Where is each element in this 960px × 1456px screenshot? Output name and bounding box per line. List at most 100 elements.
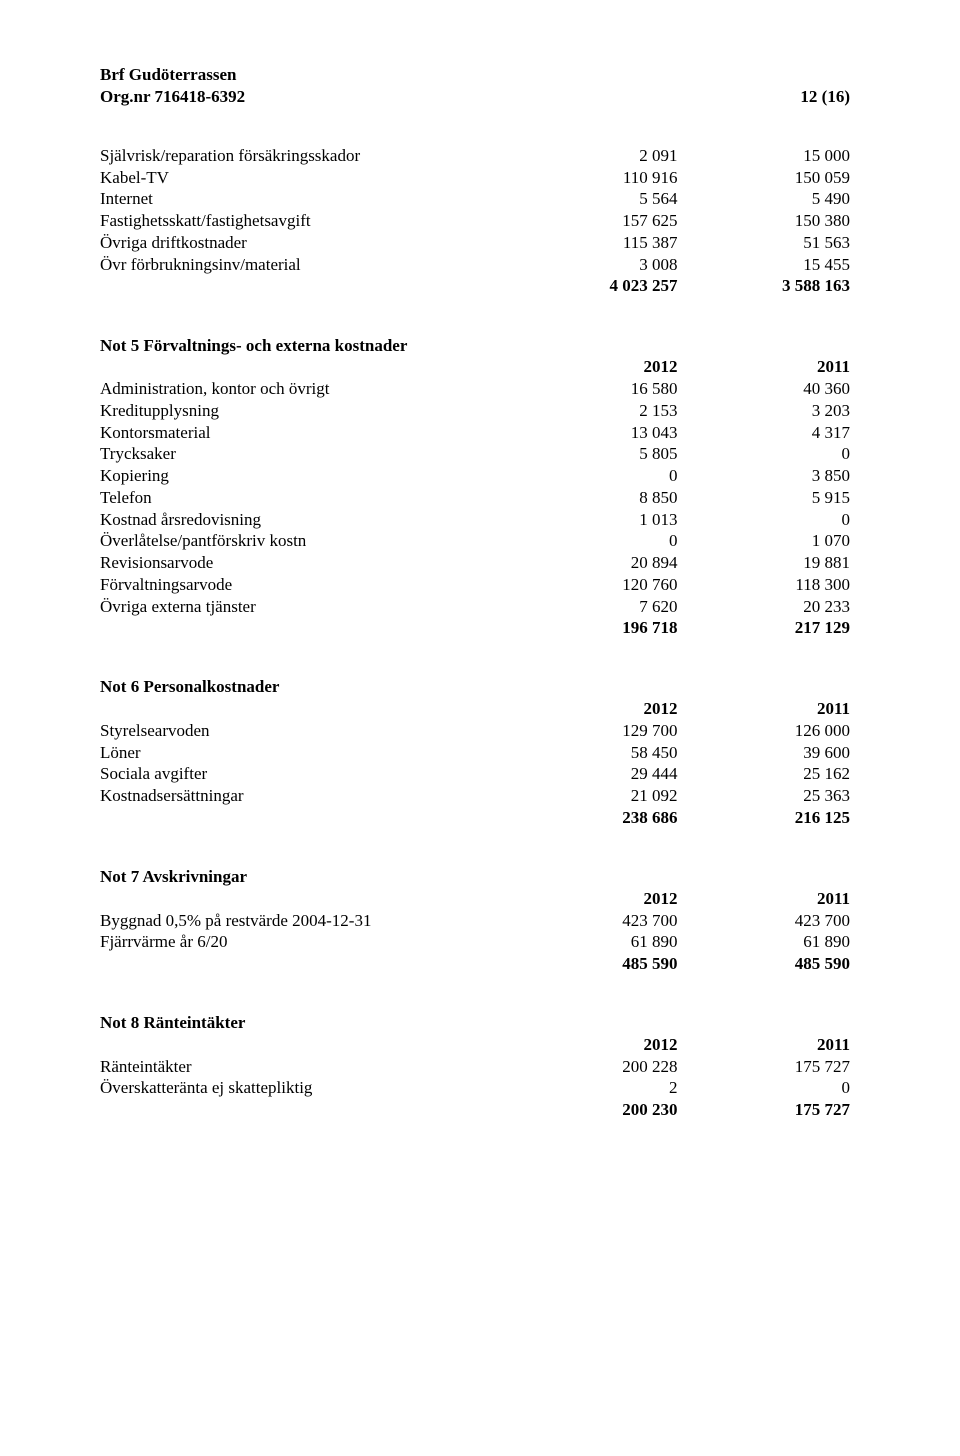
row-value-2: 15 000	[678, 145, 851, 167]
row-value-2: 15 455	[678, 254, 851, 276]
table-row: Övr förbrukningsinv/material3 00815 455	[100, 254, 850, 276]
row-label: Byggnad 0,5% på restvärde 2004-12-31	[100, 910, 513, 932]
row-value-1: 3 008	[513, 254, 678, 276]
row-value-1: 8 850	[513, 487, 678, 509]
row-label: Telefon	[100, 487, 513, 509]
row-label: Sociala avgifter	[100, 763, 513, 785]
row-value-1: 61 890	[513, 931, 678, 953]
table-row: Kopiering03 850	[100, 465, 850, 487]
row-value-1: 485 590	[513, 953, 678, 975]
row-value-1: 200 230	[513, 1099, 678, 1121]
not8-section: Not 8 Ränteintäkter 20122011Ränteintäkte…	[100, 1012, 850, 1121]
row-value-1: 5 805	[513, 443, 678, 465]
row-value-2: 1 070	[678, 530, 851, 552]
row-label: Internet	[100, 188, 513, 210]
row-value-2: 3 588 163	[678, 275, 851, 297]
row-value-2: 0	[678, 443, 851, 465]
table-row: Telefon8 8505 915	[100, 487, 850, 509]
year-1: 2012	[513, 698, 678, 720]
table-row: Internet5 5645 490	[100, 188, 850, 210]
not7-title: Not 7 Avskrivningar	[100, 866, 850, 888]
row-value-2: 423 700	[678, 910, 851, 932]
row-label	[100, 953, 513, 975]
table-row: Överskatteränta ej skattepliktig20	[100, 1077, 850, 1099]
table-row: Övriga driftkostnader115 38751 563	[100, 232, 850, 254]
not5-title: Not 5 Förvaltnings- och externa kostnade…	[100, 335, 850, 357]
row-value-2: 25 162	[678, 763, 851, 785]
row-value-1: 1 013	[513, 509, 678, 531]
row-value-1: 129 700	[513, 720, 678, 742]
row-value-1: 238 686	[513, 807, 678, 829]
table-row: Ränteintäkter200 228175 727	[100, 1056, 850, 1078]
row-label: Revisionsarvode	[100, 552, 513, 574]
row-value-2: 0	[678, 1077, 851, 1099]
not6-section: Not 6 Personalkostnader 20122011Styrelse…	[100, 676, 850, 828]
row-label: Kontorsmaterial	[100, 422, 513, 444]
year-2: 2011	[678, 356, 851, 378]
year-header-row: 20122011	[100, 698, 850, 720]
row-value-2: 3 203	[678, 400, 851, 422]
page-number: 12 (16)	[800, 86, 850, 108]
row-label: Överlåtelse/pantförskriv kostn	[100, 530, 513, 552]
table-row: Byggnad 0,5% på restvärde 2004-12-31423 …	[100, 910, 850, 932]
table-row: 485 590485 590	[100, 953, 850, 975]
row-label	[100, 1099, 513, 1121]
row-label: Löner	[100, 742, 513, 764]
row-label: Styrelsearvoden	[100, 720, 513, 742]
row-value-1: 4 023 257	[513, 275, 678, 297]
row-label: Fastighetsskatt/fastighetsavgift	[100, 210, 513, 232]
year-1: 2012	[513, 888, 678, 910]
table-row: Kostnadsersättningar21 09225 363	[100, 785, 850, 807]
row-value-2: 217 129	[678, 617, 851, 639]
row-label	[100, 617, 513, 639]
row-label: Självrisk/reparation försäkringsskador	[100, 145, 513, 167]
row-label: Kopiering	[100, 465, 513, 487]
row-value-2: 150 380	[678, 210, 851, 232]
table-row: Trycksaker5 8050	[100, 443, 850, 465]
table-row: Självrisk/reparation försäkringsskador2 …	[100, 145, 850, 167]
year-header-row: 20122011	[100, 356, 850, 378]
year-2: 2011	[678, 1034, 851, 1056]
row-label: Överskatteränta ej skattepliktig	[100, 1077, 513, 1099]
row-value-1: 21 092	[513, 785, 678, 807]
row-value-1: 423 700	[513, 910, 678, 932]
year-2: 2011	[678, 888, 851, 910]
row-label: Fjärrvärme år 6/20	[100, 931, 513, 953]
row-label: Administration, kontor och övrigt	[100, 378, 513, 400]
year-1: 2012	[513, 356, 678, 378]
table-row: Kabel-TV110 916150 059	[100, 167, 850, 189]
row-value-2: 0	[678, 509, 851, 531]
row-label	[100, 275, 513, 297]
row-value-1: 0	[513, 465, 678, 487]
row-value-1: 0	[513, 530, 678, 552]
org-number: Org.nr 716418-6392	[100, 86, 245, 108]
table-row: Förvaltningsarvode120 760118 300	[100, 574, 850, 596]
row-value-1: 20 894	[513, 552, 678, 574]
row-label: Övr förbrukningsinv/material	[100, 254, 513, 276]
table-row: 200 230175 727	[100, 1099, 850, 1121]
row-value-1: 196 718	[513, 617, 678, 639]
table-row: 196 718217 129	[100, 617, 850, 639]
year-1: 2012	[513, 1034, 678, 1056]
row-value-2: 216 125	[678, 807, 851, 829]
row-label: Trycksaker	[100, 443, 513, 465]
row-label: Övriga driftkostnader	[100, 232, 513, 254]
row-value-2: 126 000	[678, 720, 851, 742]
row-label: Kabel-TV	[100, 167, 513, 189]
row-value-1: 58 450	[513, 742, 678, 764]
continuation-table: Självrisk/reparation försäkringsskador2 …	[100, 145, 850, 297]
table-row: Övriga externa tjänster7 62020 233	[100, 596, 850, 618]
row-value-2: 175 727	[678, 1056, 851, 1078]
row-value-2: 20 233	[678, 596, 851, 618]
row-value-2: 39 600	[678, 742, 851, 764]
row-value-2: 175 727	[678, 1099, 851, 1121]
table-row: Revisionsarvode20 89419 881	[100, 552, 850, 574]
row-value-2: 5 915	[678, 487, 851, 509]
row-label: Förvaltningsarvode	[100, 574, 513, 596]
row-value-2: 4 317	[678, 422, 851, 444]
table-row: Överlåtelse/pantförskriv kostn01 070	[100, 530, 850, 552]
row-value-1: 16 580	[513, 378, 678, 400]
table-row: 238 686216 125	[100, 807, 850, 829]
row-label: Kostnadsersättningar	[100, 785, 513, 807]
year-2: 2011	[678, 698, 851, 720]
